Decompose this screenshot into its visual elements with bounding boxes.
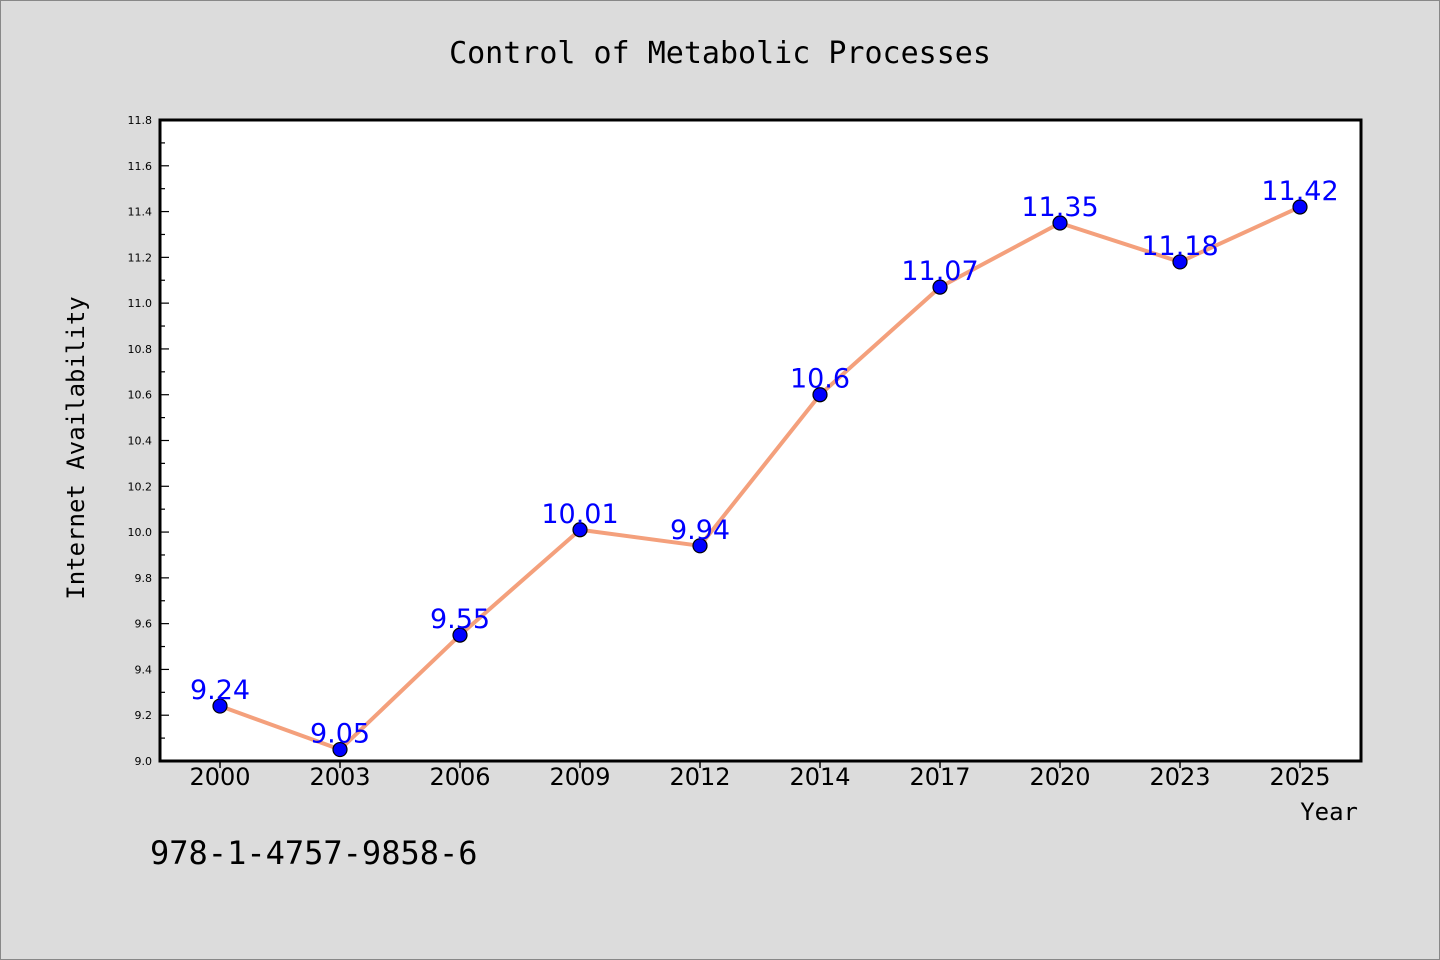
y-tick-label: 11.8 <box>128 114 153 127</box>
data-point <box>1052 215 1068 231</box>
y-tick-label: 11.6 <box>128 160 153 173</box>
data-point <box>332 741 348 758</box>
data-label: 11.07 <box>901 256 978 287</box>
y-tick-label: 10.8 <box>128 343 153 356</box>
x-tick-label: 2009 <box>549 763 610 791</box>
x-axis: 2000 2003 2006 2009 2012 2014 2017 2020 2023 2025 <box>189 761 1331 791</box>
series-line-group <box>218 204 1302 752</box>
x-tick-label: 2000 <box>189 763 250 791</box>
y-axis: 9.0 9.2 9.4 9.6 9.8 10.0 10.2 10.4 10.6 10.8 11.0 1… <box>128 114 169 768</box>
y-tick-label: 10.2 <box>128 480 153 493</box>
data-markers <box>212 199 1308 758</box>
x-tick-label: 2017 <box>909 763 970 791</box>
x-tick-label: 2003 <box>309 763 370 791</box>
x-tick-label: 2020 <box>1029 763 1090 791</box>
y-tick-label: 10.4 <box>128 435 153 448</box>
y-tick-label: 9.4 <box>135 663 153 676</box>
y-tick-label: 10.6 <box>128 389 153 402</box>
y-tick-label: 10.0 <box>128 526 153 539</box>
x-tick-label: 2012 <box>669 763 730 791</box>
data-point <box>212 698 228 714</box>
x-tick-label: 2023 <box>1149 763 1210 791</box>
data-label: 10.6 <box>790 364 850 395</box>
y-tick-label: 11.2 <box>128 251 153 264</box>
data-point <box>932 279 948 295</box>
plot-area <box>158 118 1363 763</box>
footer-text: 978-1-4757-9858-6 <box>150 834 478 872</box>
data-point <box>452 627 468 643</box>
data-point <box>1172 254 1188 270</box>
y-tick-label: 11.0 <box>128 297 153 310</box>
data-point <box>1292 199 1308 215</box>
x-tick-label: 2006 <box>429 763 490 791</box>
data-label: 11.35 <box>1021 192 1098 223</box>
data-label: 9.05 <box>310 719 370 750</box>
x-axis-label: Year <box>1300 798 1358 826</box>
y-tick-label: 9.6 <box>135 618 153 631</box>
y-tick-label: 11.4 <box>128 206 153 219</box>
chart-title: Control of Metabolic Processes <box>449 36 991 71</box>
data-point <box>692 538 708 554</box>
y-tick-label: 9.2 <box>135 709 153 722</box>
data-label: 11.42 <box>1261 176 1338 207</box>
data-label: 9.24 <box>190 675 250 706</box>
data-labels: 9.24 9.05 9.55 10.01 9.94 10.6 11.07 11.35 11.18… <box>190 176 1339 750</box>
x-tick-label: 2025 <box>1269 763 1330 791</box>
y-tick-label: 9.8 <box>135 572 153 585</box>
data-point <box>572 522 588 538</box>
x-tick-label: 2014 <box>789 763 850 791</box>
data-label: 11.18 <box>1141 231 1218 262</box>
y-axis-label: Internet Availability <box>62 296 90 599</box>
data-point <box>812 387 828 403</box>
data-label: 10.01 <box>541 499 618 530</box>
series-line <box>218 204 1302 752</box>
y-tick-label: 9.0 <box>135 755 153 768</box>
data-label: 9.55 <box>430 604 490 635</box>
data-label: 9.94 <box>670 515 730 546</box>
